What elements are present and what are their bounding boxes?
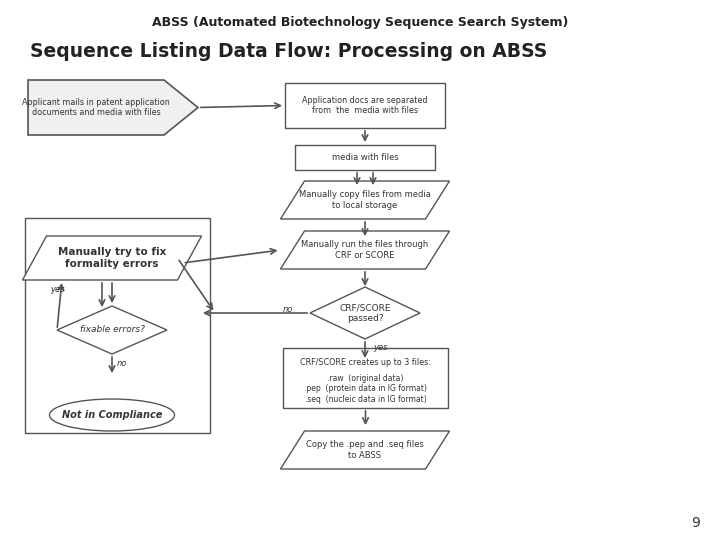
Polygon shape: [281, 181, 449, 219]
Ellipse shape: [50, 399, 174, 431]
FancyBboxPatch shape: [283, 348, 448, 408]
Polygon shape: [57, 306, 167, 354]
Text: fixable errors?: fixable errors?: [80, 326, 145, 334]
Polygon shape: [281, 231, 449, 269]
Text: Manually try to fix
formality errors: Manually try to fix formality errors: [58, 247, 166, 269]
Text: Copy the .pep and .seq files
to ABSS: Copy the .pep and .seq files to ABSS: [306, 440, 424, 460]
FancyBboxPatch shape: [25, 218, 210, 433]
Polygon shape: [310, 287, 420, 339]
Text: CRF/SCORE
passed?: CRF/SCORE passed?: [339, 303, 391, 323]
FancyBboxPatch shape: [285, 83, 445, 128]
Text: .raw  (original data)
.pep  (protein data in IG format)
.seq  (nucleic data in I: .raw (original data) .pep (protein data …: [304, 374, 427, 404]
Text: Application docs are separated
from  the  media with files: Application docs are separated from the …: [302, 96, 428, 115]
Text: Sequence Listing Data Flow: Processing on ABSS: Sequence Listing Data Flow: Processing o…: [30, 42, 547, 61]
Text: 9: 9: [691, 516, 700, 530]
Text: yes: yes: [373, 342, 387, 352]
FancyBboxPatch shape: [295, 145, 435, 170]
Text: no: no: [117, 360, 127, 368]
Text: ABSS (Automated Biotechnology Sequence Search System): ABSS (Automated Biotechnology Sequence S…: [152, 16, 568, 29]
Text: media with files: media with files: [332, 153, 398, 162]
Text: no: no: [283, 306, 293, 314]
Polygon shape: [281, 431, 449, 469]
Text: Applicant mails in patent application
documents and media with files: Applicant mails in patent application do…: [22, 98, 170, 117]
Text: yes: yes: [50, 286, 64, 294]
Text: Manually copy files from media
to local storage: Manually copy files from media to local …: [299, 190, 431, 210]
Text: Manually run the files through
CRF or SCORE: Manually run the files through CRF or SC…: [302, 240, 428, 260]
Text: CRF/SCORE creates up to 3 files:: CRF/SCORE creates up to 3 files:: [300, 358, 431, 367]
Polygon shape: [28, 80, 198, 135]
Text: Not in Compliance: Not in Compliance: [62, 410, 162, 420]
Polygon shape: [22, 236, 202, 280]
